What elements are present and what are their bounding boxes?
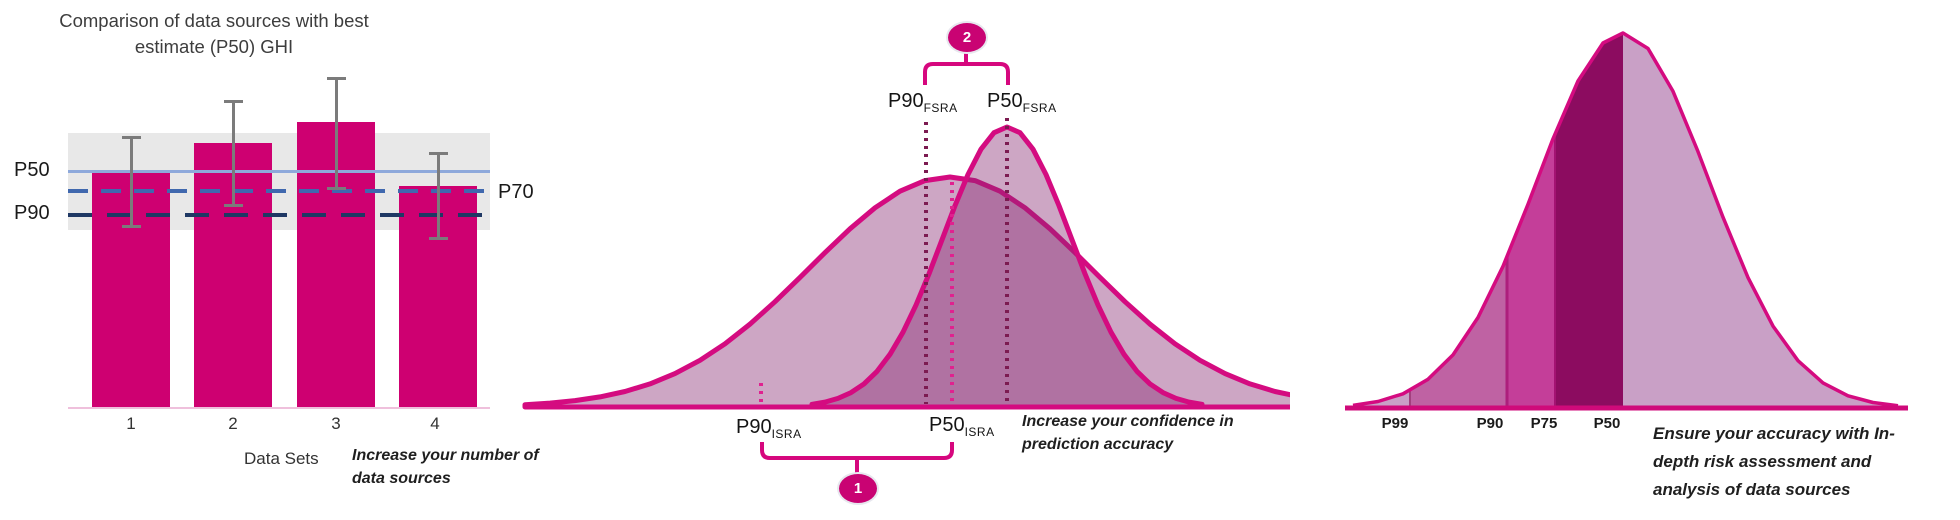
p99-percentile-label: P99 xyxy=(1381,415,1409,432)
risk-curve-outline xyxy=(1352,31,1899,408)
band-right-half xyxy=(1623,33,1903,408)
error-bar-1 xyxy=(122,136,141,228)
bracket-2 xyxy=(923,62,1010,85)
x-axis-label: Data Sets xyxy=(244,449,319,468)
p90-fsra-label: P90FSRA xyxy=(888,90,958,115)
band-p75-p50 xyxy=(1555,33,1623,408)
error-bar-3 xyxy=(327,77,346,190)
p50-isra-label: P50ISRA xyxy=(929,414,995,439)
p50-fsra-label: P50FSRA xyxy=(987,90,1057,115)
x-tick-2: 2 xyxy=(228,414,238,433)
x-tick-4: 4 xyxy=(430,414,440,433)
p50-percentile-label: P50 xyxy=(1593,415,1621,432)
band-p90-p75 xyxy=(1507,133,1555,408)
distribution-annotation: Increase your confidence in prediction a… xyxy=(1022,413,1234,453)
bar-chart-baseline xyxy=(68,407,490,409)
error-bar-2 xyxy=(224,100,243,207)
p50-label: P50 xyxy=(14,159,50,181)
fsra-curve xyxy=(809,124,1205,410)
p75-percentile-label: P75 xyxy=(1530,415,1558,432)
risk-annotation: Ensure your accuracy with In-depth risk … xyxy=(1653,424,1895,499)
x-tick-1: 1 xyxy=(126,414,136,433)
p90-percentile-label: P90 xyxy=(1476,415,1504,432)
isra-curve xyxy=(522,174,1290,410)
badge-1: 1 xyxy=(837,472,879,505)
bar-chart-annotation: Increase your number of data sources xyxy=(352,447,539,487)
p90-label: P90 xyxy=(14,202,50,224)
p90-isra-label: P90ISRA xyxy=(736,416,802,441)
p50-reference-line xyxy=(68,170,490,173)
distribution-chart-canvas xyxy=(522,49,1290,474)
bar-chart-title: Comparison of data sources with best est… xyxy=(59,10,369,57)
x-tick-3: 3 xyxy=(331,414,341,433)
p90-reference-line xyxy=(68,213,490,217)
p70-label: P70 xyxy=(498,181,534,203)
bracket-1 xyxy=(760,442,954,460)
risk-chart-canvas xyxy=(1345,31,1908,411)
badge-2: 2 xyxy=(946,21,988,54)
p70-reference-line xyxy=(68,189,490,193)
error-bar-4 xyxy=(429,152,448,240)
band-p99-p90 xyxy=(1410,257,1507,408)
